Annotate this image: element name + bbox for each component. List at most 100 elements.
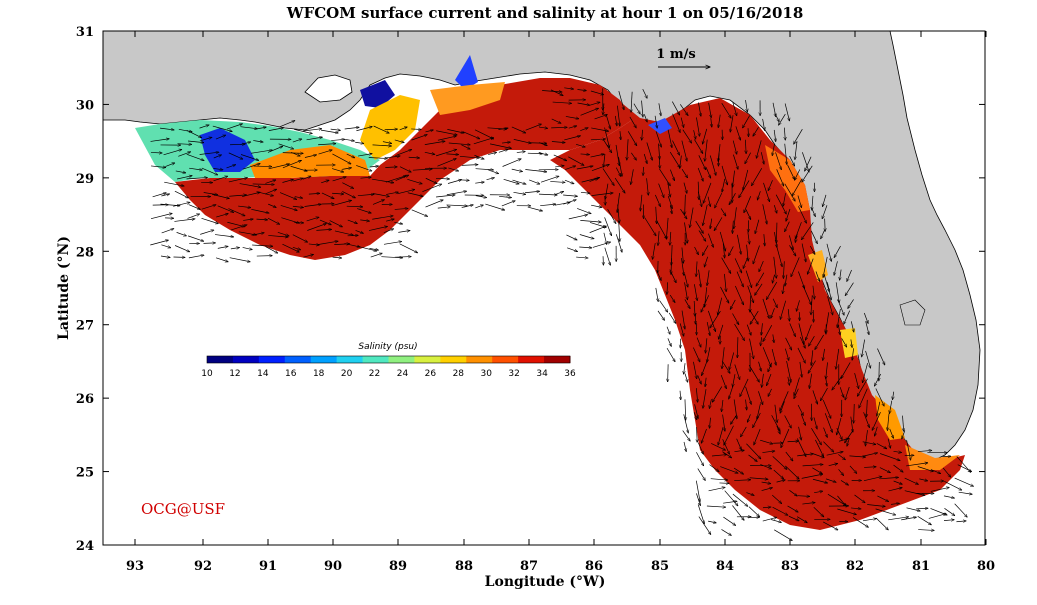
current-vector <box>524 191 540 192</box>
salinity-field-west-shelf <box>175 78 632 260</box>
current-vector <box>796 438 806 456</box>
current-vector <box>720 466 738 474</box>
current-vector <box>706 322 710 336</box>
current-vector <box>176 176 192 180</box>
current-vector <box>435 178 450 179</box>
current-vector <box>487 169 499 174</box>
current-vector <box>728 246 734 255</box>
current-vector <box>316 229 331 230</box>
current-vector <box>774 529 792 541</box>
current-vector <box>161 244 170 248</box>
current-vector <box>369 248 378 250</box>
current-vector <box>568 215 588 220</box>
current-vector <box>836 427 842 440</box>
current-vector <box>656 270 662 280</box>
current-vector <box>762 298 769 319</box>
current-vector <box>540 204 556 207</box>
current-vector <box>743 257 749 268</box>
current-vector <box>693 361 696 379</box>
current-vector <box>268 235 288 237</box>
current-vector <box>672 101 679 115</box>
current-vector <box>746 244 749 261</box>
current-vector <box>701 295 710 312</box>
current-vector <box>709 417 710 429</box>
y-tick-label: 25 <box>76 466 94 481</box>
current-vector <box>954 477 974 486</box>
current-vector <box>697 375 702 384</box>
current-vector <box>659 157 660 169</box>
current-vector <box>685 399 686 420</box>
current-vector <box>784 415 792 429</box>
current-vector <box>342 191 355 198</box>
current-vector <box>702 245 709 255</box>
current-vector <box>825 478 836 482</box>
current-vector <box>751 168 763 186</box>
current-vector <box>697 504 704 523</box>
current-vector <box>809 335 815 346</box>
current-vector <box>332 257 342 258</box>
current-vector <box>703 204 708 226</box>
current-vector <box>475 195 487 198</box>
plot-frame <box>102 30 986 546</box>
current-vector <box>398 230 410 233</box>
current-vector <box>395 149 411 156</box>
current-vector <box>372 145 392 146</box>
current-vector <box>865 321 869 334</box>
current-vector <box>746 399 747 410</box>
current-vector <box>697 167 703 181</box>
lake-okeechobee <box>899 299 926 326</box>
current-vector <box>774 232 776 247</box>
colorbar-swatch <box>388 356 415 363</box>
current-vector <box>399 166 411 172</box>
current-vector <box>797 496 810 497</box>
colorbar-swatch <box>440 356 467 363</box>
colorbar-tick-label: 10 <box>201 369 213 379</box>
current-vector <box>702 128 708 144</box>
current-vector <box>657 310 665 321</box>
current-vector <box>615 234 622 252</box>
current-vector <box>424 151 435 154</box>
current-vector <box>903 415 904 432</box>
current-vector <box>887 438 890 449</box>
current-vector <box>783 284 784 294</box>
current-vector <box>199 125 209 129</box>
current-vector <box>745 209 751 219</box>
current-vector <box>589 226 607 233</box>
current-vector <box>565 116 579 118</box>
current-vector <box>746 492 754 496</box>
current-vector <box>732 140 737 155</box>
current-vector <box>904 490 925 496</box>
current-vector <box>683 414 689 433</box>
current-vector <box>837 308 841 328</box>
x-axis-label: Longitude (°W) <box>485 574 606 590</box>
current-vector <box>229 257 250 262</box>
current-vector <box>774 129 776 142</box>
current-vector <box>679 323 684 337</box>
current-vector <box>736 271 743 287</box>
current-vector <box>254 127 266 130</box>
current-vector <box>473 138 494 145</box>
current-vector <box>683 441 686 452</box>
current-vector <box>942 467 951 477</box>
current-vector <box>930 487 950 492</box>
current-vector <box>644 217 656 236</box>
current-vector <box>684 299 690 308</box>
current-vector <box>603 103 604 114</box>
current-vector <box>783 261 784 278</box>
x-tick-label: 89 <box>389 559 407 574</box>
current-vector <box>707 270 710 285</box>
current-vector <box>784 143 787 165</box>
current-vector <box>580 154 590 155</box>
current-vector <box>212 125 232 131</box>
current-vector <box>357 245 377 251</box>
y-tick-label: 28 <box>76 245 94 260</box>
current-vector <box>708 521 716 523</box>
current-vector <box>859 388 868 408</box>
current-vector <box>652 243 656 259</box>
current-vector <box>437 207 450 208</box>
current-vector <box>850 416 853 432</box>
current-vector <box>655 194 660 207</box>
current-vector <box>823 427 828 438</box>
current-vector <box>697 442 703 455</box>
current-vector <box>642 129 643 140</box>
